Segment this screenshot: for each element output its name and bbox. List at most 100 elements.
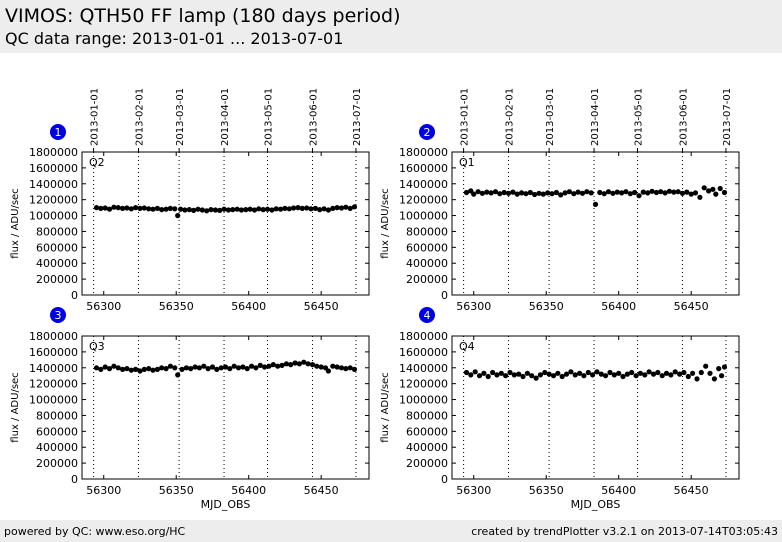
data-point — [649, 188, 655, 194]
data-point — [519, 190, 525, 196]
data-point — [572, 372, 578, 378]
panel-badge — [50, 307, 66, 323]
data-point — [546, 371, 552, 377]
data-point — [124, 205, 130, 211]
y-tick-label: 800000 — [36, 225, 78, 238]
data-point — [681, 369, 687, 376]
data-point — [291, 205, 297, 211]
data-point — [472, 369, 478, 375]
y-axis-label: flux / ADU/sec — [380, 188, 391, 258]
data-point — [334, 205, 340, 211]
date-tick-label: 2013-03-01 — [545, 88, 556, 146]
y-tick-label: 1400000 — [29, 178, 78, 191]
plot-frame — [81, 335, 370, 480]
data-point — [120, 205, 126, 211]
data-point — [690, 370, 696, 376]
data-point — [343, 366, 349, 372]
data-point — [106, 206, 113, 212]
y-tick-label: 1800000 — [399, 146, 448, 159]
data-point — [659, 373, 665, 379]
data-point — [128, 367, 134, 373]
data-point — [575, 189, 581, 195]
data-point — [603, 373, 609, 379]
data-point — [133, 205, 139, 211]
data-point — [111, 363, 117, 369]
data-point — [120, 366, 126, 372]
data-point — [196, 365, 202, 371]
data-point — [598, 371, 604, 377]
data-point — [568, 369, 574, 375]
data-point — [312, 205, 318, 211]
data-point — [646, 369, 652, 375]
data-point — [697, 194, 703, 200]
data-point — [719, 373, 725, 379]
data-point — [231, 363, 237, 369]
data-point — [488, 190, 494, 196]
data-point — [721, 364, 728, 370]
data-point — [343, 204, 349, 210]
data-point — [642, 372, 648, 378]
data-point — [579, 190, 586, 196]
data-point — [98, 366, 104, 372]
panel-badge-number: 4 — [424, 309, 431, 322]
data-point — [503, 373, 509, 379]
data-point — [334, 364, 340, 370]
data-point — [497, 191, 503, 197]
data-point — [330, 205, 336, 211]
data-point — [627, 191, 633, 197]
data-point — [217, 207, 223, 213]
quadrant-label: Q2 — [89, 156, 105, 169]
panel-badge-number: 2 — [424, 126, 431, 139]
data-point — [111, 204, 117, 210]
data-point — [523, 191, 529, 197]
y-tick-label: 1200000 — [399, 194, 448, 207]
panel-badge — [50, 124, 66, 140]
data-point — [225, 207, 231, 213]
data-point — [251, 207, 258, 213]
y-axis-label: flux / ADU/sec — [10, 372, 21, 442]
data-point — [463, 189, 470, 196]
report-footer: powered by QC: www.eso.org/HC created by… — [0, 520, 782, 542]
data-point — [288, 362, 294, 368]
y-tick-label: 1000000 — [29, 210, 78, 223]
x-tick-label: 56300 — [456, 484, 491, 497]
data-point — [688, 191, 694, 197]
data-point — [655, 369, 661, 376]
data-point — [698, 369, 704, 376]
date-tick-label: 2013-04-01 — [590, 88, 601, 146]
x-tick-label: 56350 — [529, 484, 564, 497]
data-point — [146, 366, 152, 372]
data-point — [102, 205, 108, 211]
data-point — [501, 189, 507, 196]
x-tick-label: 56450 — [304, 484, 339, 497]
data-point — [195, 206, 201, 212]
data-point — [537, 372, 544, 378]
chart-panel-3: 3 0 200000 400000 600000 800000 1000000 1200000… — [10, 307, 370, 511]
data-point — [684, 189, 690, 195]
y-tick-label: 1800000 — [29, 330, 78, 343]
data-point — [247, 206, 253, 212]
data-point — [141, 366, 147, 372]
data-point — [201, 363, 207, 369]
data-point — [243, 207, 249, 213]
data-point — [601, 191, 607, 197]
data-point — [214, 366, 220, 372]
y-tick-label: 400000 — [406, 441, 448, 454]
data-point — [605, 189, 612, 195]
data-point — [476, 373, 483, 379]
y-tick-label: 800000 — [406, 409, 448, 422]
data-point — [577, 370, 583, 376]
data-point — [235, 365, 242, 371]
data-point — [141, 205, 147, 211]
date-tick-label: 2013-02-01 — [505, 88, 516, 146]
data-point — [484, 189, 490, 195]
data-point — [479, 190, 485, 196]
data-point — [524, 370, 531, 376]
data-point — [463, 369, 470, 376]
report-header: VIMOS: QTH50 FF lamp (180 days period) Q… — [0, 0, 782, 53]
panel-badge — [419, 124, 435, 140]
data-point — [128, 206, 134, 212]
y-tick-label: 1000000 — [399, 210, 448, 223]
date-tick-label: 2013-06-01 — [308, 88, 319, 146]
data-point — [163, 206, 169, 212]
